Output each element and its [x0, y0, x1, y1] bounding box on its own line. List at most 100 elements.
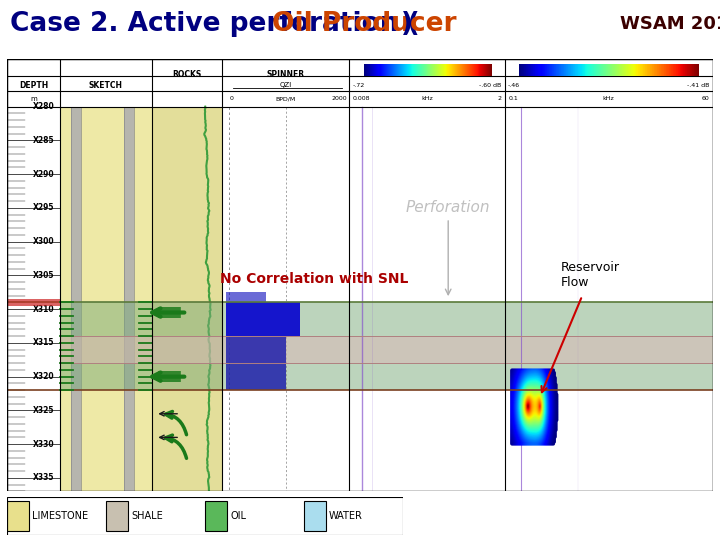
Point	[508, 382, 519, 390]
Point	[548, 400, 559, 409]
Point	[544, 409, 555, 418]
Point	[518, 385, 529, 394]
Point	[514, 373, 526, 382]
Point	[508, 394, 520, 402]
Point	[531, 440, 543, 449]
Point	[545, 409, 557, 417]
Point	[523, 422, 535, 431]
Point	[531, 406, 543, 414]
Point	[513, 372, 525, 381]
Point	[508, 378, 519, 387]
Point	[549, 419, 561, 428]
Point	[538, 424, 549, 433]
Point	[530, 382, 541, 390]
Point	[507, 390, 518, 399]
Point	[513, 436, 524, 445]
Point	[540, 427, 552, 436]
Point	[549, 410, 560, 418]
Point	[519, 430, 531, 438]
Point	[516, 395, 528, 404]
Point	[544, 394, 555, 403]
Point	[510, 411, 522, 420]
Point	[522, 438, 534, 447]
Point	[541, 423, 553, 431]
Point	[533, 377, 544, 386]
Point	[548, 376, 559, 385]
Point	[547, 407, 559, 415]
Point	[548, 390, 559, 399]
Point	[533, 410, 544, 419]
Point	[510, 417, 522, 426]
Point	[538, 382, 549, 391]
Point	[509, 395, 521, 403]
Point	[508, 423, 519, 432]
Point	[519, 387, 531, 395]
Point	[516, 385, 528, 394]
Point	[546, 373, 558, 381]
Point	[526, 371, 538, 380]
Point	[521, 393, 533, 402]
Point	[509, 419, 521, 428]
Point	[517, 402, 528, 410]
Point	[542, 423, 554, 432]
Point	[542, 422, 554, 430]
Text: No Correlation with SNL: No Correlation with SNL	[220, 272, 408, 286]
Point	[528, 407, 540, 416]
Point	[516, 439, 528, 448]
Point	[531, 415, 543, 423]
Point	[512, 435, 523, 444]
Point	[548, 409, 559, 418]
Point	[536, 371, 548, 380]
Point	[547, 404, 559, 413]
Point	[524, 367, 536, 375]
Point	[529, 427, 541, 435]
Point	[508, 413, 520, 421]
Point	[549, 424, 561, 433]
Point	[534, 372, 545, 381]
Point	[515, 404, 526, 413]
Point	[537, 370, 549, 379]
Point	[539, 414, 551, 423]
Point	[520, 386, 531, 395]
Point	[521, 380, 533, 389]
Point	[517, 392, 528, 401]
Point	[546, 372, 558, 381]
Point	[551, 401, 562, 409]
Point	[507, 379, 518, 388]
Point	[516, 414, 528, 422]
Point	[522, 403, 534, 412]
Point	[538, 413, 549, 421]
Point	[527, 421, 539, 430]
Point	[522, 413, 534, 422]
Point	[508, 437, 520, 446]
Point	[544, 374, 555, 383]
Point	[508, 385, 519, 394]
Point	[516, 396, 528, 405]
Point	[523, 393, 535, 402]
Point	[531, 412, 543, 421]
Point	[516, 422, 528, 430]
Point	[506, 370, 518, 379]
Point	[534, 371, 546, 380]
Point	[518, 393, 529, 402]
Point	[544, 403, 556, 411]
Point	[509, 397, 521, 406]
Point	[515, 379, 526, 387]
Point	[510, 423, 522, 431]
Point	[507, 434, 518, 442]
Point	[522, 371, 534, 380]
Point	[544, 370, 555, 379]
Point	[528, 390, 540, 399]
Point	[544, 378, 555, 387]
Point	[518, 402, 530, 410]
Point	[546, 421, 558, 430]
Point	[545, 386, 557, 394]
Point	[548, 412, 559, 421]
Point	[548, 382, 559, 391]
Point	[524, 397, 536, 406]
Point	[515, 385, 526, 394]
Point	[537, 422, 549, 430]
Point	[543, 431, 554, 440]
Point	[544, 392, 555, 401]
Point	[516, 401, 528, 409]
